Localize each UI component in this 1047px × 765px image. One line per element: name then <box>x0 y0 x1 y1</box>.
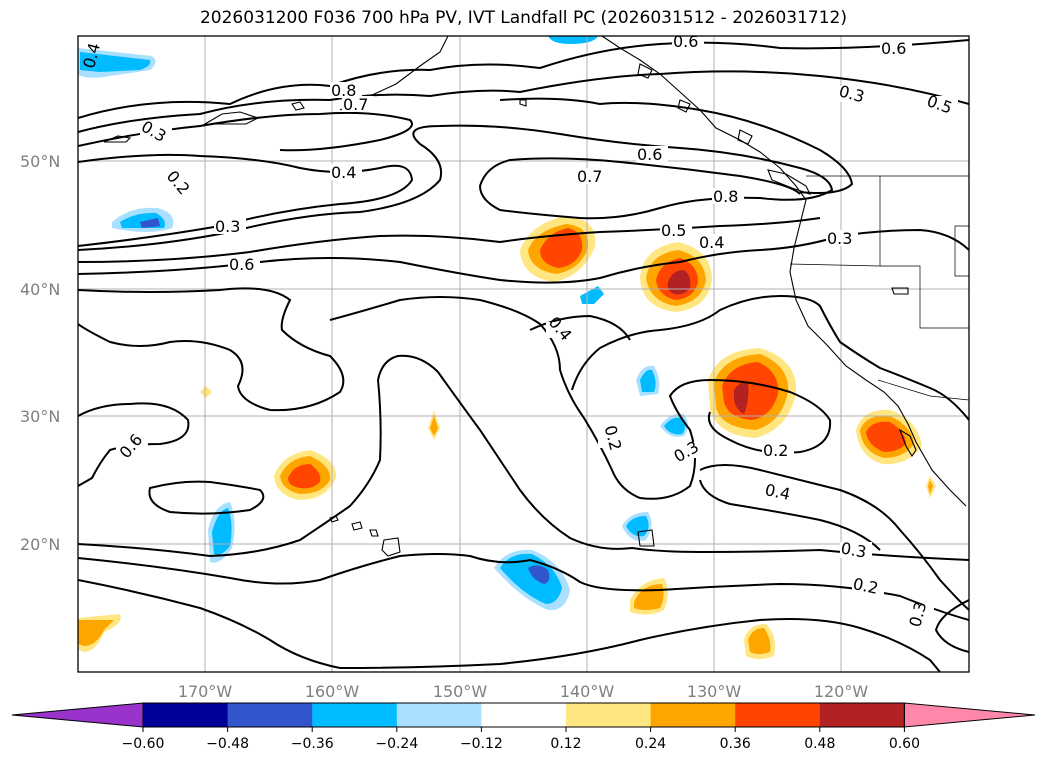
shading-patch-coast-red <box>856 409 922 465</box>
colorbar-outline <box>142 702 905 728</box>
lon-label: 120°W <box>814 682 869 701</box>
contour-label: 0.2 <box>851 574 884 598</box>
lat-label: 50°N <box>20 152 60 171</box>
contour-label: 0.6 <box>880 39 912 58</box>
contour-label: 0.5 <box>660 221 692 240</box>
svg-text:0.3: 0.3 <box>215 217 240 236</box>
lon-label: 170°W <box>178 682 233 701</box>
contour-label: 0.4 <box>763 480 796 504</box>
svg-text:0.8: 0.8 <box>331 81 356 100</box>
colorbar-tick-label: −0.60 <box>122 736 165 752</box>
svg-text:0.4: 0.4 <box>763 480 792 504</box>
svg-text:0.6: 0.6 <box>229 255 254 274</box>
contour-label: 0.3 <box>826 229 858 248</box>
contour-label: 0.6 <box>636 145 668 164</box>
shading-patch-south-blue <box>494 549 570 611</box>
colorbar-segment <box>312 703 398 727</box>
svg-text:0.6: 0.6 <box>637 145 662 164</box>
colorbar-segment <box>735 703 821 727</box>
shading-patch-top-blue <box>548 36 598 44</box>
colorbar-segment <box>819 703 905 727</box>
colorbar: −0.60 −0.48 −0.36 −0.24 −0.12 0.12 0.24 0.36 0.4… <box>11 702 1036 752</box>
colorbar-segment <box>650 703 736 727</box>
svg-text:0.2: 0.2 <box>851 574 880 598</box>
svg-text:0.4: 0.4 <box>331 163 356 182</box>
colorbar-tick-label: 0.12 <box>550 736 581 752</box>
shading-patch-blue-29n <box>660 413 688 437</box>
lat-label: 30°N <box>20 407 60 426</box>
lat-label: 40°N <box>20 280 60 299</box>
contour-label: 0.4 <box>330 163 362 182</box>
colorbar-tick-label: −0.24 <box>375 736 418 752</box>
contour-label: 0.2 <box>762 441 794 460</box>
contour-label: 0.4 <box>698 233 730 252</box>
svg-text:0.7: 0.7 <box>577 167 602 186</box>
colorbar-tick-label: 0.24 <box>635 736 666 752</box>
svg-text:0.3: 0.3 <box>839 539 867 562</box>
colorbar-segment <box>481 703 567 727</box>
svg-text:0.4: 0.4 <box>699 233 724 252</box>
colorbar-segment <box>396 703 482 727</box>
colorbar-tick-label: −0.48 <box>206 736 249 752</box>
shading-patch-west-blue <box>112 207 174 232</box>
pv-contours <box>78 39 969 672</box>
shading-patch-yellow-small <box>200 386 936 498</box>
lon-label: 150°W <box>433 682 488 701</box>
contour-label: 0.7 <box>576 167 608 186</box>
contour-label: 0.3 <box>839 539 872 562</box>
latitude-labels: 50°N 40°N 30°N 20°N <box>20 152 60 554</box>
colorbar-tick-label: −0.36 <box>291 736 334 752</box>
shading-patch-gulf-alaska-blue <box>78 48 156 78</box>
contour-label: 0.6 <box>228 255 260 274</box>
borders <box>789 175 969 401</box>
svg-text:0.8: 0.8 <box>713 187 738 206</box>
lon-label: 130°W <box>687 682 742 701</box>
pc-shading <box>78 36 936 659</box>
colorbar-segment <box>566 703 652 727</box>
colorbar-tick-label: 0.36 <box>720 736 751 752</box>
map-frame <box>77 35 970 673</box>
shading-patch-blue-hawaii-west <box>208 502 235 563</box>
colorbar-segment <box>227 703 313 727</box>
svg-text:0.5: 0.5 <box>661 221 686 240</box>
shading-patch-bottom-orange <box>78 614 775 659</box>
svg-text:0.7: 0.7 <box>343 95 368 114</box>
colorbar-segment <box>143 703 229 727</box>
contour-label: 0.8 <box>712 187 744 206</box>
colorbar-extend-high <box>903 702 1036 728</box>
colorbar-tick-label: 0.60 <box>889 736 920 752</box>
svg-text:0.3: 0.3 <box>827 229 852 248</box>
svg-text:0.6: 0.6 <box>673 32 698 51</box>
contour-labels: 0.6 0.6 0.5 0.3 0.8 0.7 0.3 0.4 0.2 0.3 … <box>79 32 958 629</box>
lat-label: 20°N <box>20 535 60 554</box>
colorbar-extend-low <box>11 702 144 728</box>
lon-label: 140°W <box>560 682 615 701</box>
colorbar-tick-label: −0.12 <box>460 736 503 752</box>
contour-label: 0.3 <box>214 217 246 236</box>
shading-patch-small-blue-40n <box>580 286 604 304</box>
lon-label: 160°W <box>305 682 360 701</box>
svg-text:0.6: 0.6 <box>881 39 906 58</box>
longitude-labels: 170°W 160°W 150°W 140°W 130°W 120°W <box>178 682 869 701</box>
shading-patch-west-orange <box>274 450 337 500</box>
map-title: 2026031200 F036 700 hPa PV, IVT Landfall… <box>199 8 847 28</box>
contour-label: 0.8 <box>330 81 362 100</box>
contour-label: 0.7 <box>342 95 374 114</box>
svg-text:0.2: 0.2 <box>763 441 788 460</box>
shading-patch-blue-32n <box>636 365 660 396</box>
colorbar-tick-label: 0.48 <box>804 736 835 752</box>
contour-label: 0.6 <box>672 32 704 51</box>
